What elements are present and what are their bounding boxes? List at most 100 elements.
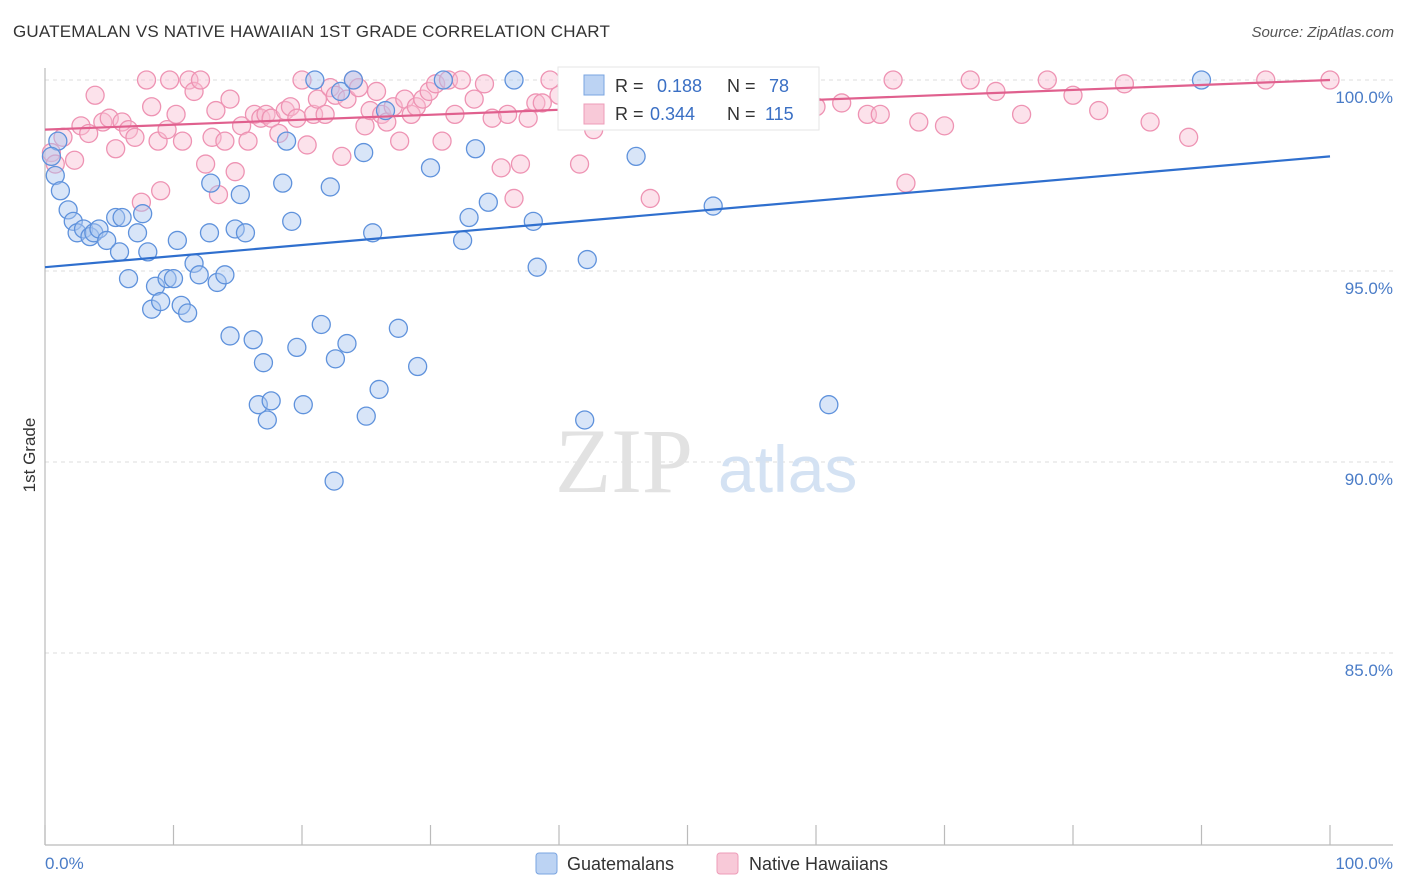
native-hawaiians-point-68 [451, 70, 471, 90]
guatemalans-point-19 [145, 276, 166, 296]
guatemalans-point-35 [235, 223, 256, 243]
native-hawaiians-point-17 [150, 181, 171, 201]
guatemalans-point-77 [41, 146, 62, 167]
guatemalans-point-13 [109, 242, 130, 262]
guatemalans-point-32 [220, 326, 240, 346]
native-hawaiians-point-28 [215, 131, 235, 151]
native-hawaiians-point-35 [256, 104, 276, 125]
guatemalans-point-14 [118, 268, 139, 289]
legend-n-value-1: 78 [769, 76, 789, 96]
native-hawaiians-point-45 [315, 104, 335, 125]
guatemalans-point-54 [356, 406, 376, 426]
guatemalans-point-62 [459, 207, 479, 228]
guatemalans-point-63 [465, 139, 486, 159]
guatemalans-point-38 [253, 353, 274, 373]
guatemalans-point-34 [230, 184, 250, 205]
native-hawaiians-point-58 [390, 131, 410, 151]
guatemalans-point-40 [261, 391, 281, 411]
native-hawaiians-point-76 [518, 108, 538, 128]
chart-title: GUATEMALAN VS NATIVE HAWAIIAN 1ST GRADE … [13, 22, 611, 41]
y-axis-label: 1st Grade [20, 418, 39, 493]
guatemalans-point-66 [523, 211, 543, 231]
native-hawaiians-point-44 [307, 89, 328, 109]
native-hawaiians-point-62 [413, 89, 433, 109]
native-hawaiians-point-99 [934, 116, 955, 136]
native-hawaiians-point-109 [1256, 70, 1276, 90]
guatemalans-point-27 [189, 265, 209, 285]
native-hawaiians-point-20 [166, 104, 186, 125]
y-tick-label-0: 100.0% [1335, 88, 1393, 107]
guatemalans-point-57 [388, 318, 409, 338]
native-hawaiians-point-72 [491, 158, 511, 178]
legend-swatch-native-hawaiians [583, 103, 605, 125]
native-hawaiians-point-100 [960, 70, 980, 90]
guatemalans-point-48 [320, 177, 340, 197]
native-hawaiians-point-6 [85, 85, 105, 105]
bottom-legend-swatch-guatemalans [535, 852, 558, 875]
native-hawaiians-point-25 [195, 154, 216, 174]
native-hawaiians-point-23 [184, 81, 204, 102]
guatemalans-point-60 [433, 70, 454, 90]
native-hawaiians-point-37 [269, 123, 289, 144]
native-hawaiians-point-48 [332, 146, 352, 167]
native-hawaiians-point-106 [1114, 74, 1135, 94]
guatemalans-point-70 [626, 146, 646, 167]
native-hawaiians-point-82 [569, 154, 590, 174]
native-hawaiians-point-54 [366, 81, 387, 102]
guatemalans-point-46 [305, 70, 325, 90]
guatemalans-point-42 [276, 131, 297, 151]
native-hawaiians-point-74 [504, 188, 524, 209]
grid-lines [45, 79, 1393, 654]
guatemalans-point-1 [50, 181, 71, 201]
native-hawaiians-points [41, 70, 1340, 212]
legend-r-label-1: R = [615, 76, 644, 96]
native-hawaiians-point-9 [106, 139, 126, 159]
tick-labels: 100.0% 95.0% 90.0% 85.0% 0.0% 100.0% [45, 88, 1393, 873]
native-hawaiians-point-108 [1179, 127, 1199, 147]
guatemalans-point-69 [577, 249, 597, 270]
guatemalans-point-24 [171, 295, 191, 316]
guatemalans-point-58 [407, 356, 428, 377]
native-hawaiians-point-70 [474, 74, 495, 94]
native-hawaiians-point-73 [497, 104, 518, 125]
native-hawaiians-point-47 [325, 85, 346, 105]
guatemalans-point-9 [89, 219, 109, 239]
native-hawaiians-point-93 [832, 93, 852, 113]
native-hawaiians-point-14 [136, 70, 157, 90]
bottom-legend-native-hawaiians: Native Hawaiians [749, 854, 888, 874]
guatemalans-point-65 [504, 70, 524, 90]
guatemalans-point-74 [324, 471, 344, 491]
native-hawaiians-point-63 [419, 81, 439, 102]
legend-n-value-2: 115 [765, 104, 794, 124]
guatemalans-point-21 [157, 268, 177, 289]
chart-source: Source: ZipAtlas.com [1251, 24, 1394, 41]
legend-r-value-2: 0.344 [650, 104, 695, 124]
native-hawaiians-point-86 [640, 188, 660, 209]
guatemalans-point-0 [45, 165, 65, 186]
guatemalans-point-11 [106, 207, 126, 228]
guatemalans-point-6 [73, 219, 94, 239]
y-tick-label-3: 85.0% [1345, 661, 1393, 680]
guatemalans-trend-line [44, 155, 1331, 269]
guatemalans-points [41, 70, 1212, 491]
native-hawaiians-point-40 [287, 108, 307, 128]
guatemalans-point-16 [133, 204, 153, 224]
native-hawaiians-point-113 [206, 100, 226, 121]
native-hawaiians-point-78 [532, 93, 552, 113]
x-tick-label-1: 100.0% [1335, 854, 1393, 873]
native-hawaiians-point-101 [986, 81, 1006, 102]
guatemalans-point-36 [243, 330, 263, 350]
axes [44, 68, 1393, 846]
guatemalans-point-23 [167, 230, 188, 251]
top-legend: R = 0.188 N = 78 R = 0.344 N = 115 [557, 66, 820, 131]
native-hawaiians-point-103 [1037, 70, 1057, 90]
bottom-legend: Guatemalans Native Hawaiians [535, 852, 888, 875]
guatemalans-point-25 [177, 303, 198, 323]
native-hawaiians-point-95 [870, 104, 890, 125]
native-hawaiians-point-49 [337, 89, 357, 109]
native-hawaiians-point-75 [510, 154, 531, 174]
guatemalans-point-55 [363, 223, 383, 243]
native-hawaiians-point-77 [526, 93, 546, 113]
native-hawaiians-point-4 [71, 116, 91, 136]
native-hawaiians-point-3 [64, 150, 85, 170]
